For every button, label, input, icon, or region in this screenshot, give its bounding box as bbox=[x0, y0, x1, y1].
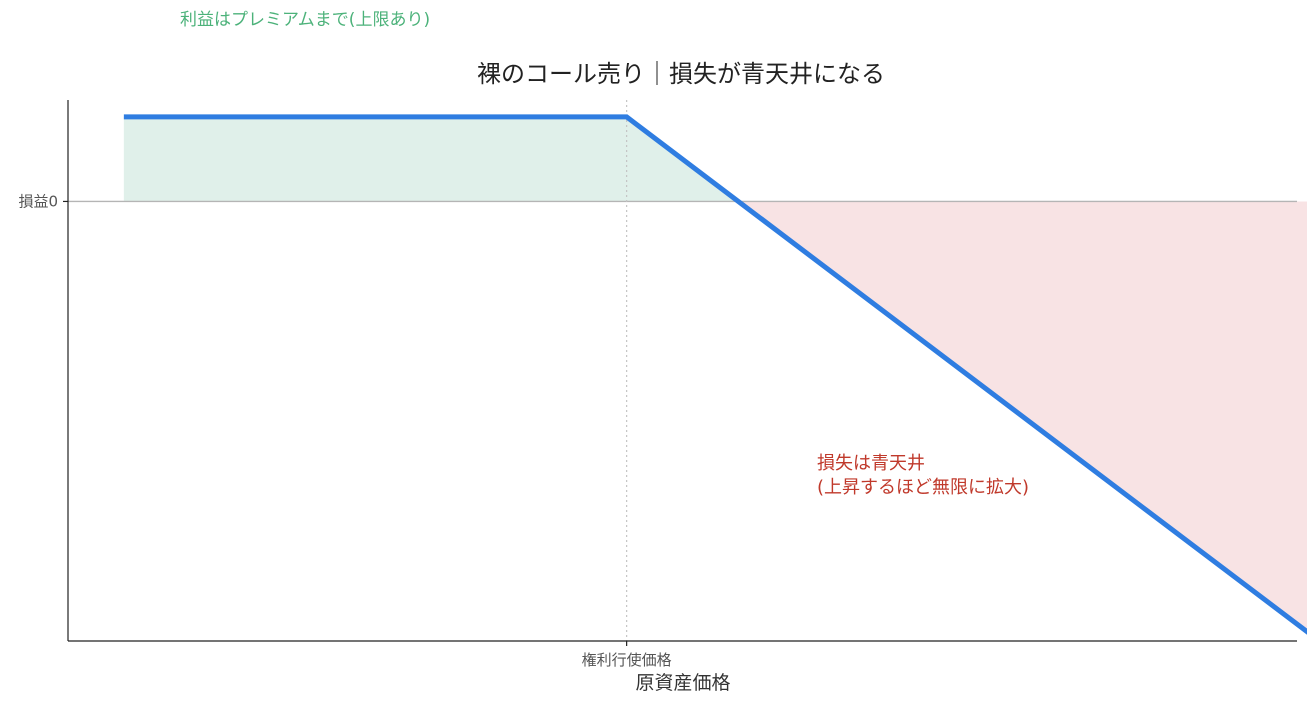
x-axis-label: 原資産価格 bbox=[635, 672, 730, 694]
payoff-line bbox=[123, 114, 1307, 635]
plot-area: 権利行使価格 損益0 bbox=[18, 100, 1307, 669]
y-tick-label: 損益0 bbox=[18, 192, 58, 210]
loss-area bbox=[738, 201, 1307, 632]
chart-title: 裸のコール売り｜損失が青天井になる bbox=[477, 60, 885, 88]
x-tick-label: 権利行使価格 bbox=[582, 651, 672, 669]
loss-annotation-line-1: 損失は青天井 bbox=[817, 453, 925, 474]
profit-area bbox=[123, 116, 739, 202]
profit-annotation: 利益はプレミアムまで(上限あり) bbox=[180, 10, 430, 30]
loss-annotation-line-2: (上昇するほど無限に拡大) bbox=[817, 477, 1029, 498]
